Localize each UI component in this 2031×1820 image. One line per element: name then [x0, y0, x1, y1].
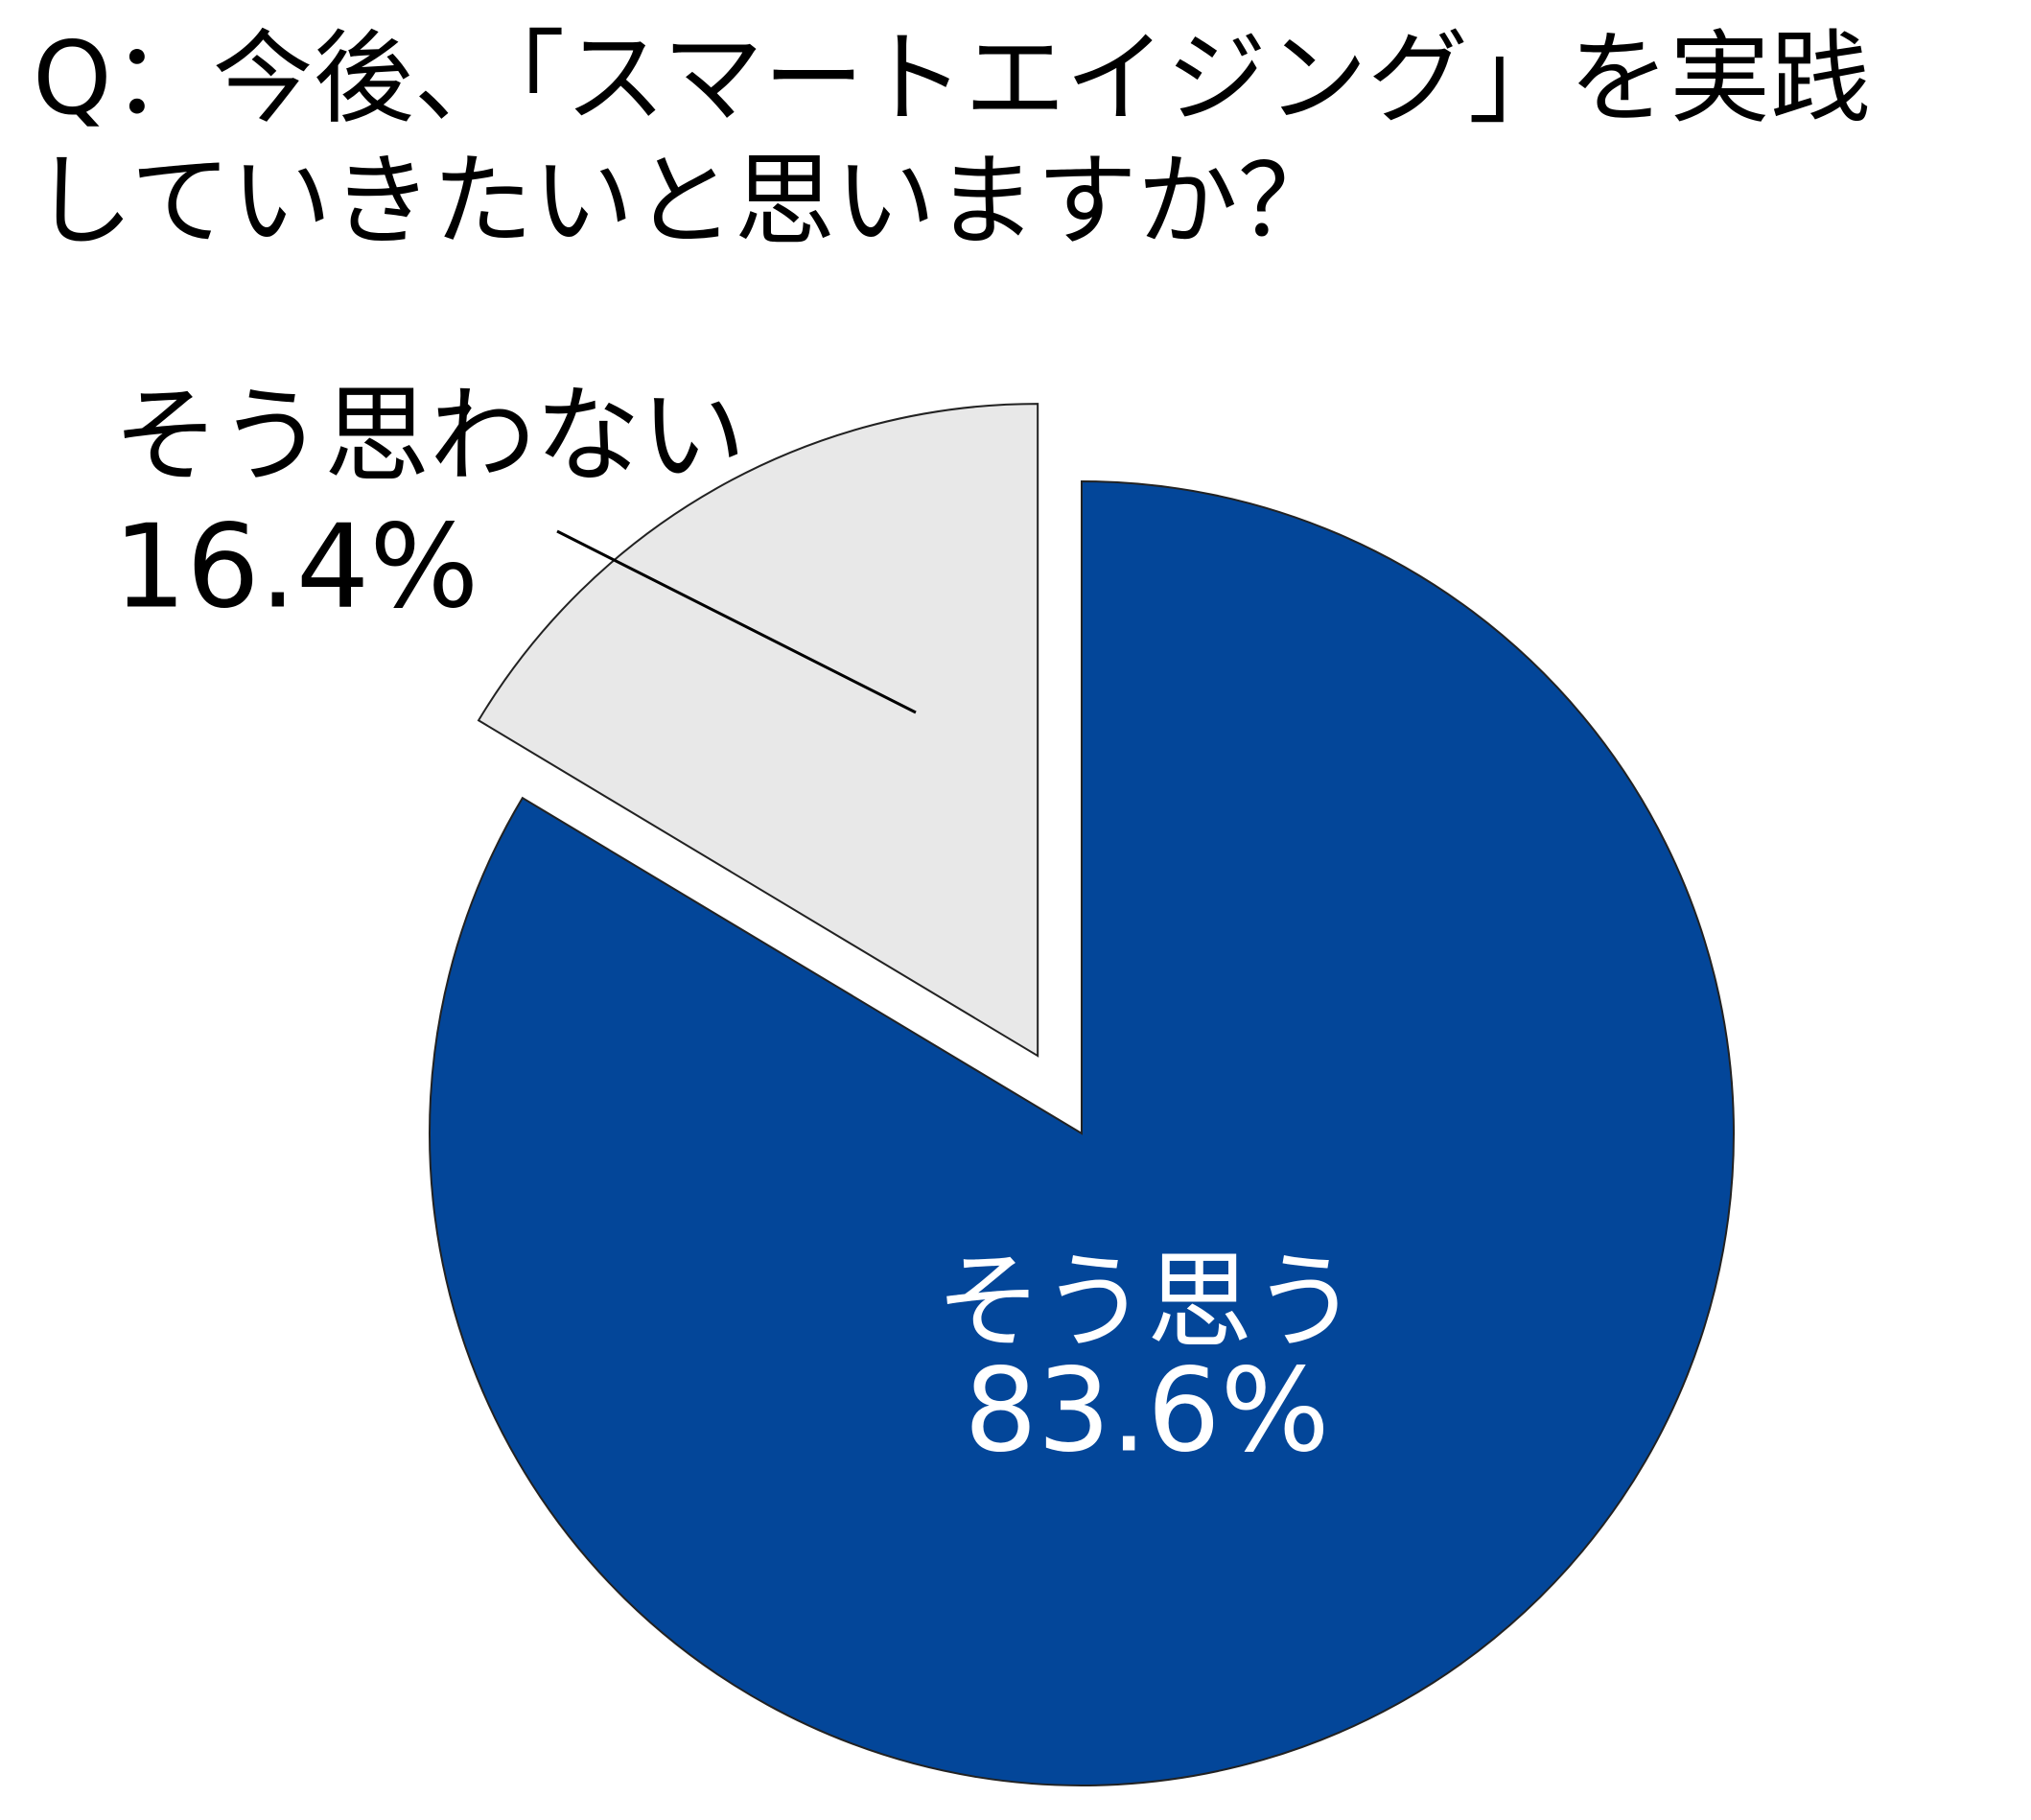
- leader-line: [556, 529, 917, 714]
- chart-title: Q：今後、「スマートエイジング」を実践していきたいと思いますか？: [33, 20, 1871, 260]
- pie-slice: [477, 403, 1039, 1058]
- slice-label: そう思わない: [113, 374, 746, 497]
- value-label: 16.4%: [113, 502, 479, 635]
- slice-label: そう思う: [936, 1240, 1358, 1363]
- value-label: 83.6%: [964, 1345, 1329, 1479]
- pie-slice: [429, 479, 1735, 1786]
